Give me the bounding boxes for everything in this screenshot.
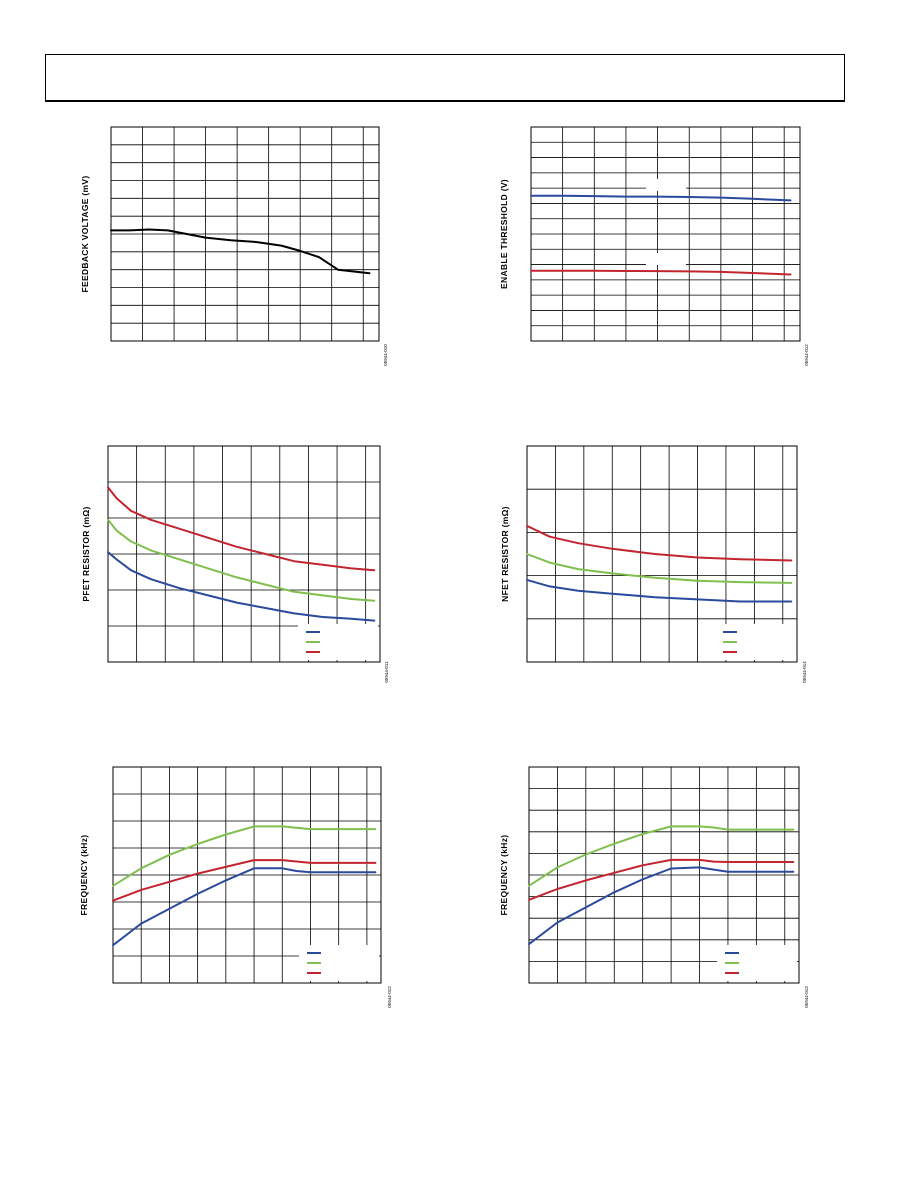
series-line-1 bbox=[526, 578, 793, 603]
page-header-box bbox=[45, 54, 845, 102]
y-axis-label: NFET RESISTOR (mΩ) bbox=[500, 506, 510, 602]
legend bbox=[299, 945, 379, 981]
figure-id: 05944-012 bbox=[387, 986, 392, 1008]
series-line-3 bbox=[112, 859, 377, 902]
chart-3: PFET RESISTOR (mΩ) 05944-011 bbox=[81, 445, 389, 683]
y-axis-label: FREQUENCY (kHz) bbox=[499, 835, 509, 916]
chart-2: ENABLE THRESHOLD (V) 05944-012 bbox=[499, 126, 809, 366]
series-line-1 bbox=[528, 866, 795, 946]
figure-id: 05944-012 bbox=[804, 344, 809, 366]
chart-6: FREQUENCY (kHz) 05944-013 bbox=[499, 766, 809, 1008]
chart-5: FREQUENCY (kHz) 05944-012 bbox=[79, 766, 392, 1008]
plot-frame bbox=[110, 126, 380, 342]
plot-frame bbox=[107, 445, 381, 663]
series-line-1 bbox=[110, 228, 371, 275]
plot-frame bbox=[530, 126, 801, 342]
chart-4: NFET RESISTOR (mΩ) 05944-014 bbox=[500, 445, 807, 683]
figure-id: 05944-014 bbox=[802, 661, 807, 683]
series-line-3 bbox=[526, 524, 793, 562]
y-axis-label: FEEDBACK VOLTAGE (mV) bbox=[80, 176, 90, 293]
chart-grid bbox=[529, 767, 799, 983]
series-line-2 bbox=[107, 518, 376, 602]
chart-grid bbox=[108, 446, 380, 662]
plot-frame bbox=[112, 766, 382, 984]
y-axis-label: FREQUENCY (kHz) bbox=[79, 835, 89, 916]
figure-id: 05944-011 bbox=[384, 661, 389, 683]
series-line-2 bbox=[530, 269, 792, 276]
chart-grid bbox=[531, 127, 800, 341]
series-line-2 bbox=[528, 825, 795, 887]
label-mask bbox=[646, 253, 686, 265]
series-line-2 bbox=[112, 825, 377, 887]
label-mask bbox=[646, 179, 686, 191]
legend bbox=[298, 624, 378, 660]
series-line-1 bbox=[112, 867, 377, 947]
legend bbox=[717, 945, 797, 981]
y-axis-label: ENABLE THRESHOLD (V) bbox=[499, 179, 509, 289]
y-axis-label: PFET RESISTOR (mΩ) bbox=[81, 506, 91, 601]
chart-1: FEEDBACK VOLTAGE (mV) 05944-010 bbox=[80, 126, 388, 366]
series-line-1 bbox=[530, 194, 792, 202]
legend bbox=[715, 624, 795, 660]
plot-frame bbox=[528, 766, 800, 984]
series-line-3 bbox=[528, 858, 795, 901]
series-line-2 bbox=[526, 553, 793, 584]
series-line-1 bbox=[107, 551, 376, 622]
chart-grid bbox=[111, 127, 379, 341]
series-line-3 bbox=[107, 486, 376, 572]
figure-id: 05944-013 bbox=[804, 986, 809, 1008]
figure-id: 05944-010 bbox=[383, 344, 388, 366]
